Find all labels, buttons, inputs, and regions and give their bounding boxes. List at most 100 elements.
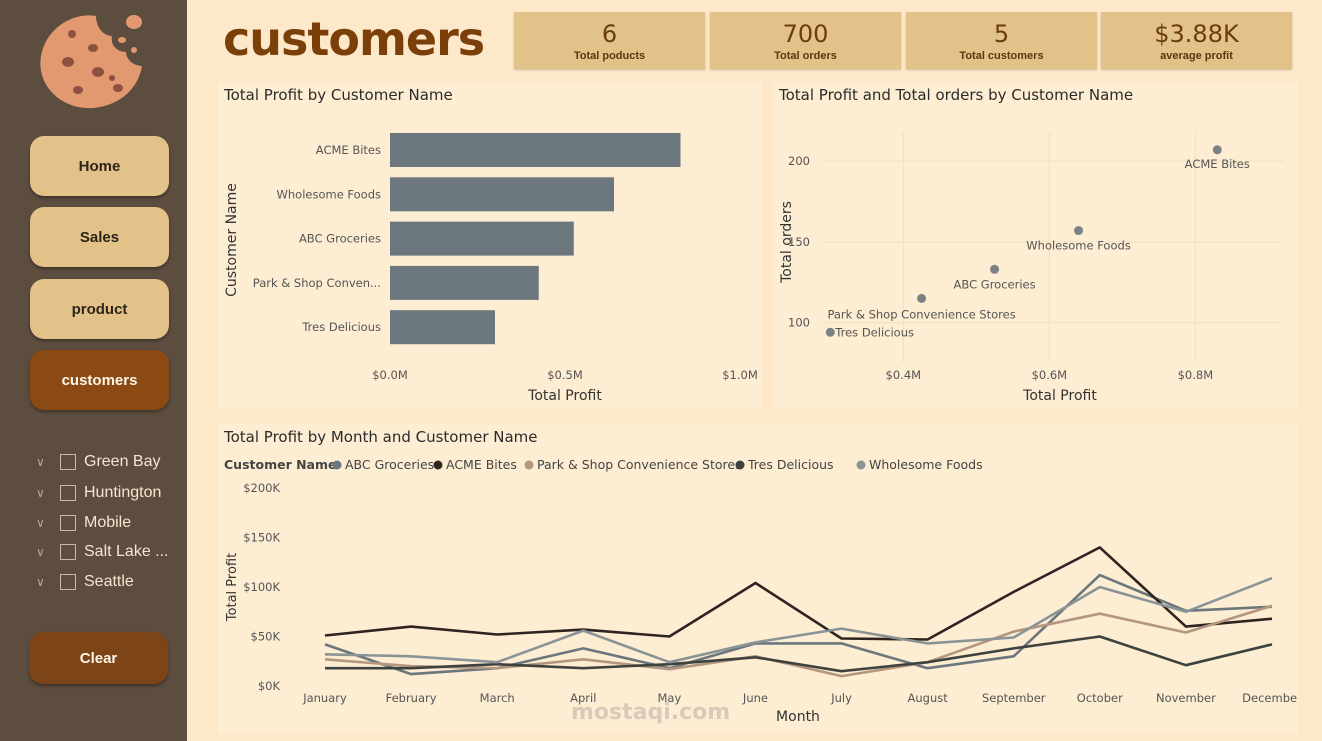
scatter-chart[interactable]: 100 150 200 $0.4M $0.6M $0.8M ACME Bites Wholes… xyxy=(773,82,1298,408)
line-chart[interactable]: Customer Name ABC Groceries ACME Bites Park… xyxy=(218,424,1298,734)
main-canvas: customers 6 Total poducts 700 Total orde… xyxy=(187,0,1322,741)
scatter-chart-title: Total Profit and Total orders by Custome… xyxy=(779,86,1134,104)
legend-marker xyxy=(735,460,745,470)
checkbox[interactable] xyxy=(60,454,76,470)
y-tick-label: $50K xyxy=(251,630,281,644)
slicer-item-label: Salt Lake ... xyxy=(84,543,169,560)
bar[interactable] xyxy=(390,265,539,300)
category-label: Wholesome Foods xyxy=(277,187,382,201)
nav-home-button[interactable]: Home xyxy=(30,136,169,196)
y-tick-label: $0K xyxy=(258,679,281,693)
x-tick-label: December xyxy=(1242,691,1298,705)
cookie-logo-icon xyxy=(40,15,142,109)
x-tick-label: March xyxy=(480,691,515,705)
chevron-down-icon[interactable]: ∨ xyxy=(36,575,45,589)
x-tick-label: $0.4M xyxy=(886,368,922,382)
x-tick-label: $0.0M xyxy=(372,368,408,382)
chevron-down-icon[interactable]: ∨ xyxy=(36,486,45,500)
legend-entry[interactable]: Tres Delicious xyxy=(747,457,834,472)
kpi-value: $3.88K xyxy=(1154,20,1239,48)
slicer-item-label: Green Bay xyxy=(84,453,161,470)
bar-chart[interactable]: ACME Bites Wholesome Foods ABC Groceries Pa… xyxy=(218,82,762,408)
nav-customers-button[interactable]: customers xyxy=(30,350,169,410)
point-label: Tres Delicious xyxy=(834,325,914,339)
scatter-chart-panel[interactable]: Total Profit and Total orders by Custome… xyxy=(773,82,1298,408)
bar[interactable] xyxy=(390,177,614,212)
slicer-item-label: Huntington xyxy=(84,484,162,501)
legend-entry[interactable]: ABC Groceries xyxy=(345,457,434,472)
chevron-down-icon[interactable]: ∨ xyxy=(36,545,45,559)
x-axis-label: Month xyxy=(776,709,820,725)
x-tick-label: January xyxy=(302,691,347,705)
line-chart-panel[interactable]: Total Profit by Month and Customer Name … xyxy=(218,424,1298,734)
slicer-item-mobile[interactable]: ∨ Mobile xyxy=(36,511,131,535)
category-label: Tres Delicious xyxy=(301,320,381,334)
kpi-total-products: 6 Total poducts xyxy=(514,12,705,69)
series-line[interactable] xyxy=(324,604,1273,678)
slicer-item-green-bay[interactable]: ∨ Green Bay xyxy=(36,450,160,474)
y-tick-label: $200K xyxy=(243,481,280,495)
chevron-down-icon[interactable]: ∨ xyxy=(36,455,45,469)
clear-button[interactable]: Clear xyxy=(29,632,168,684)
nav-sales-button[interactable]: Sales xyxy=(30,207,169,267)
x-tick-label: $0.8M xyxy=(1178,368,1214,382)
bar[interactable] xyxy=(390,221,574,256)
x-tick-label: February xyxy=(386,691,437,705)
series-line[interactable] xyxy=(324,546,1273,641)
slicer-item-seattle[interactable]: ∨ Seattle xyxy=(36,570,134,594)
nav-product-button[interactable]: product xyxy=(30,279,169,339)
slicer-item-label: Seattle xyxy=(84,573,134,590)
scatter-point[interactable] xyxy=(1074,226,1084,236)
kpi-label: Total orders xyxy=(774,50,837,62)
series-line[interactable] xyxy=(324,576,1273,664)
y-axis-label: Customer Name xyxy=(224,183,240,297)
slicer-item-salt-lake[interactable]: ∨ Salt Lake ... xyxy=(36,540,169,564)
y-tick-label: 150 xyxy=(788,235,810,249)
series-line[interactable] xyxy=(324,573,1273,676)
chevron-down-icon[interactable]: ∨ xyxy=(36,516,45,530)
kpi-average-profit: $3.88K average profit xyxy=(1101,12,1292,69)
x-tick-label: April xyxy=(570,691,596,705)
x-axis-label: Total Profit xyxy=(527,388,602,404)
kpi-label: average profit xyxy=(1160,50,1233,62)
legend-title: Customer Name xyxy=(224,457,337,472)
x-tick-label: September xyxy=(982,691,1046,705)
kpi-value: 700 xyxy=(782,20,829,48)
legend-marker xyxy=(332,460,342,470)
checkbox[interactable] xyxy=(60,544,76,560)
y-axis-label: Total orders xyxy=(779,201,795,284)
category-label: ACME Bites xyxy=(316,143,381,157)
line-chart-title: Total Profit by Month and Customer Name xyxy=(224,428,538,446)
point-label: Park & Shop Convenience Stores xyxy=(827,307,1015,321)
y-tick-label: $150K xyxy=(243,531,280,545)
slicer-item-huntington[interactable]: ∨ Huntington xyxy=(36,481,161,505)
series-line[interactable] xyxy=(325,635,1273,673)
scatter-point[interactable] xyxy=(917,293,927,303)
scatter-point[interactable] xyxy=(825,327,835,337)
scatter-point[interactable] xyxy=(990,264,1000,274)
legend-entry[interactable]: Park & Shop Convenience Stores xyxy=(537,457,742,472)
x-tick-label: July xyxy=(830,691,852,705)
bar-chart-panel[interactable]: Total Profit by Customer Name ACME Bites… xyxy=(218,82,762,408)
scatter-point[interactable] xyxy=(1212,145,1222,155)
legend-marker xyxy=(524,460,534,470)
legend-entry[interactable]: Wholesome Foods xyxy=(869,457,983,472)
bar[interactable] xyxy=(390,310,495,345)
y-axis-label: Total Profit xyxy=(225,553,240,622)
point-label: ABC Groceries xyxy=(954,277,1036,291)
sidebar: Home Sales product customers ∨ Green Bay … xyxy=(0,0,187,741)
x-tick-label: $0.5M xyxy=(547,368,583,382)
checkbox[interactable] xyxy=(60,574,76,590)
bar[interactable] xyxy=(390,133,681,167)
legend-entry[interactable]: ACME Bites xyxy=(446,457,517,472)
legend-marker xyxy=(856,460,866,470)
kpi-label: Total customers xyxy=(959,50,1044,62)
legend-marker xyxy=(433,460,443,470)
checkbox[interactable] xyxy=(60,485,76,501)
page-title: customers xyxy=(223,12,485,66)
x-tick-label: $1.0M xyxy=(722,368,758,382)
checkbox[interactable] xyxy=(60,515,76,531)
x-tick-label: August xyxy=(908,691,949,705)
bar-chart-title: Total Profit by Customer Name xyxy=(224,86,453,104)
x-axis-label: Total Profit xyxy=(1022,388,1097,404)
